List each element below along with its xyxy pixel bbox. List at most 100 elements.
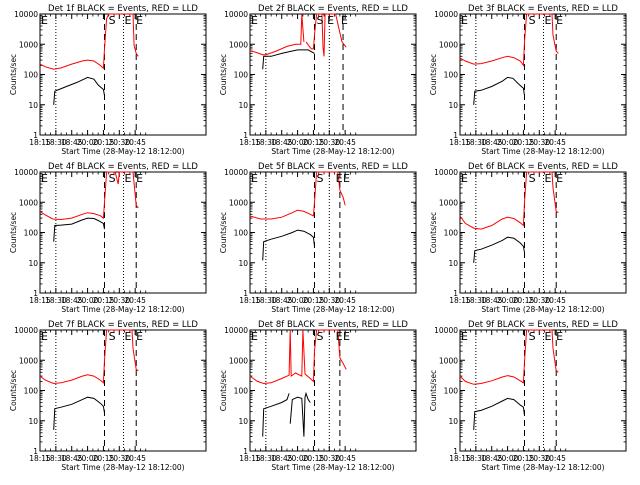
y-tick-label: 100 bbox=[444, 229, 459, 238]
y-tick-label: 1 bbox=[453, 447, 458, 456]
y-axis-label: Counts/sec bbox=[219, 54, 228, 95]
x-tick-label: 18:15 bbox=[239, 296, 261, 305]
series-line-lld bbox=[39, 13, 139, 70]
series-line-events bbox=[262, 229, 315, 261]
event-marker-label: E bbox=[343, 330, 350, 343]
y-tick-label: 1 bbox=[243, 131, 248, 140]
event-marker-label: E bbox=[125, 330, 132, 343]
panel-5: Det 5f BLACK = Events, RED = LLD 1 10 100 10… bbox=[219, 162, 417, 314]
series-line-events bbox=[473, 236, 525, 263]
x-axis-label: Start Time (28-May-12 18:12:00) bbox=[61, 147, 184, 156]
x-tick-label: 20:30 bbox=[318, 454, 340, 463]
event-marker-label: S bbox=[317, 14, 324, 27]
plot-frame bbox=[459, 171, 627, 294]
x-tick-label: 20:00 bbox=[287, 138, 309, 147]
series-line-lld bbox=[249, 13, 347, 57]
plot-frame bbox=[249, 171, 417, 294]
event-marker-label: S bbox=[317, 172, 324, 185]
y-axis-label: Counts/sec bbox=[9, 370, 18, 411]
panel-8: Det 8f BLACK = Events, RED = LLD 1 10 100 10… bbox=[219, 320, 417, 472]
y-tick-label: 100 bbox=[234, 71, 249, 80]
x-tick-label: 18:45 bbox=[481, 454, 503, 463]
y-tick-label: 1000 bbox=[229, 356, 248, 365]
panel-2: Det 2f BLACK = Events, RED = LLD 1 10 100 10… bbox=[219, 4, 417, 156]
x-tick-label: 20:30 bbox=[108, 296, 130, 305]
x-axis-label: Start Time (28-May-12 18:12:00) bbox=[61, 463, 184, 472]
event-marker-label: S bbox=[317, 330, 324, 343]
y-tick-label: 1 bbox=[453, 289, 458, 298]
panel-title: Det 6f BLACK = Events, RED = LLD bbox=[468, 162, 618, 172]
plot-frame bbox=[39, 329, 207, 452]
y-tick-label: 10000 bbox=[14, 10, 38, 19]
event-marker-label: S bbox=[529, 14, 536, 27]
x-tick-label: 20:15 bbox=[93, 296, 115, 305]
x-tick-label: 20:15 bbox=[93, 454, 115, 463]
panel-title: Det 7f BLACK = Events, RED = LLD bbox=[48, 320, 198, 330]
x-tick-label: 20:30 bbox=[528, 296, 550, 305]
x-tick-label: 18:30 bbox=[465, 138, 487, 147]
series-line-lld bbox=[249, 329, 347, 385]
y-tick-label: 1000 bbox=[229, 40, 248, 49]
x-axis-label: Start Time (28-May-12 18:12:00) bbox=[271, 147, 394, 156]
y-tick-label: 1 bbox=[33, 447, 38, 456]
x-tick-label: 20:30 bbox=[108, 454, 130, 463]
x-tick-label: 18:45 bbox=[61, 138, 83, 147]
series-line-events bbox=[262, 391, 311, 437]
x-axis-label: Start Time (28-May-12 18:12:00) bbox=[481, 147, 604, 156]
y-tick-label: 10000 bbox=[224, 168, 248, 177]
x-tick-label: 20:45 bbox=[334, 454, 356, 463]
plot-frame bbox=[249, 329, 417, 452]
event-marker-label: S bbox=[109, 14, 116, 27]
y-axis-label: Counts/sec bbox=[9, 212, 18, 253]
x-axis-label: Start Time (28-May-12 18:12:00) bbox=[61, 305, 184, 314]
x-tick-label: 18:15 bbox=[29, 454, 51, 463]
x-axis-label: Start Time (28-May-12 18:12:00) bbox=[481, 463, 604, 472]
y-tick-label: 1000 bbox=[229, 198, 248, 207]
x-tick-label: 18:15 bbox=[449, 454, 471, 463]
y-tick-label: 10 bbox=[28, 417, 38, 426]
event-marker-label: E bbox=[336, 330, 343, 343]
y-tick-label: 100 bbox=[234, 229, 249, 238]
x-tick-label: 18:30 bbox=[45, 296, 67, 305]
x-tick-label: 18:45 bbox=[61, 454, 83, 463]
x-tick-label: 20:30 bbox=[108, 138, 130, 147]
y-tick-label: 10000 bbox=[434, 10, 458, 19]
x-tick-label: 20:30 bbox=[528, 138, 550, 147]
y-tick-label: 1000 bbox=[19, 356, 38, 365]
x-axis-label: Start Time (28-May-12 18:12:00) bbox=[481, 305, 604, 314]
panel-3: Det 3f BLACK = Events, RED = LLD 1 10 100 10… bbox=[429, 4, 627, 156]
series-line-events bbox=[53, 76, 105, 105]
x-tick-label: 18:30 bbox=[465, 454, 487, 463]
y-tick-label: 1000 bbox=[439, 356, 458, 365]
event-marker-label: S bbox=[109, 330, 116, 343]
x-tick-label: 20:45 bbox=[124, 138, 146, 147]
y-tick-label: 100 bbox=[24, 387, 39, 396]
x-tick-label: 18:15 bbox=[29, 138, 51, 147]
event-marker-label: E bbox=[545, 14, 552, 27]
series-line-lld bbox=[39, 171, 139, 221]
event-marker-label: E bbox=[461, 330, 468, 343]
panel-title: Det 3f BLACK = Events, RED = LLD bbox=[468, 4, 618, 14]
x-tick-label: 20:45 bbox=[124, 454, 146, 463]
x-tick-label: 18:15 bbox=[449, 138, 471, 147]
y-tick-label: 10000 bbox=[14, 168, 38, 177]
panel-title: Det 4f BLACK = Events, RED = LLD bbox=[48, 162, 198, 172]
y-tick-label: 10000 bbox=[434, 326, 458, 335]
y-tick-label: 1 bbox=[33, 131, 38, 140]
panel-4: Det 4f BLACK = Events, RED = LLD 1 10 100 10… bbox=[9, 162, 207, 314]
x-tick-label: 18:45 bbox=[481, 138, 503, 147]
y-tick-label: 1 bbox=[453, 131, 458, 140]
x-tick-label: 18:15 bbox=[449, 296, 471, 305]
series-line-lld bbox=[39, 329, 139, 385]
x-tick-label: 20:15 bbox=[513, 138, 535, 147]
event-marker-label: E bbox=[461, 14, 468, 27]
x-tick-label: 20:00 bbox=[497, 296, 519, 305]
y-axis-label: Counts/sec bbox=[429, 370, 438, 411]
y-tick-label: 10000 bbox=[224, 10, 248, 19]
series-line-events bbox=[53, 217, 105, 242]
x-tick-label: 20:45 bbox=[544, 138, 566, 147]
series-line-events bbox=[262, 49, 315, 70]
series-line-lld bbox=[249, 171, 346, 220]
